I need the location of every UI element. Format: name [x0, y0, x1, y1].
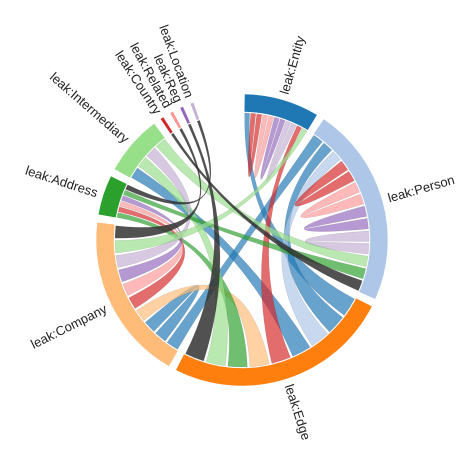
- ribbon-edge-person[interactable]: [281, 151, 341, 347]
- group-arc-intermediary[interactable]: [113, 123, 166, 179]
- group-label-person: leak:Person: [386, 172, 456, 205]
- group-arc-edge[interactable]: [175, 297, 373, 387]
- ribbon-country-person[interactable]: [170, 132, 363, 292]
- group-label-intermediary: leak:Intermediary: [47, 69, 132, 146]
- ribbon-entity-entity[interactable]: [260, 116, 286, 180]
- ribbon-location-address[interactable]: [125, 119, 212, 205]
- group-label-company: leak:Company: [28, 301, 110, 352]
- group-arc-country[interactable]: [160, 116, 174, 135]
- group-arc-address[interactable]: [97, 175, 128, 219]
- ribbon-edge-person[interactable]: [284, 142, 344, 333]
- group-arc-person[interactable]: [313, 118, 389, 300]
- ribbon-entity-entity[interactable]: [247, 112, 263, 178]
- group-label-edge: leak:Edge: [282, 382, 314, 442]
- group-arcs-layer: [95, 93, 389, 387]
- ribbon-reg-edge[interactable]: [185, 123, 221, 362]
- ribbon-intermediary-person[interactable]: [155, 138, 369, 268]
- ribbon-related-company[interactable]: [114, 127, 202, 239]
- group-label-entity: leak:Entity: [277, 34, 308, 96]
- ribbon-person-person[interactable]: [303, 205, 369, 232]
- ribbons-layer: [114, 112, 370, 368]
- group-arc-reg[interactable]: [179, 106, 191, 125]
- group-arc-company[interactable]: [95, 221, 179, 367]
- group-arc-location[interactable]: [189, 101, 200, 121]
- group-label-address: leak:Address: [24, 163, 101, 201]
- group-arc-entity[interactable]: [243, 93, 318, 131]
- ribbon-entity-entity[interactable]: [254, 114, 274, 179]
- ribbon-person-person[interactable]: [304, 230, 370, 255]
- ribbon-person-person[interactable]: [300, 181, 365, 219]
- ribbon-person-person[interactable]: [294, 160, 355, 207]
- group-arc-related[interactable]: [169, 110, 182, 130]
